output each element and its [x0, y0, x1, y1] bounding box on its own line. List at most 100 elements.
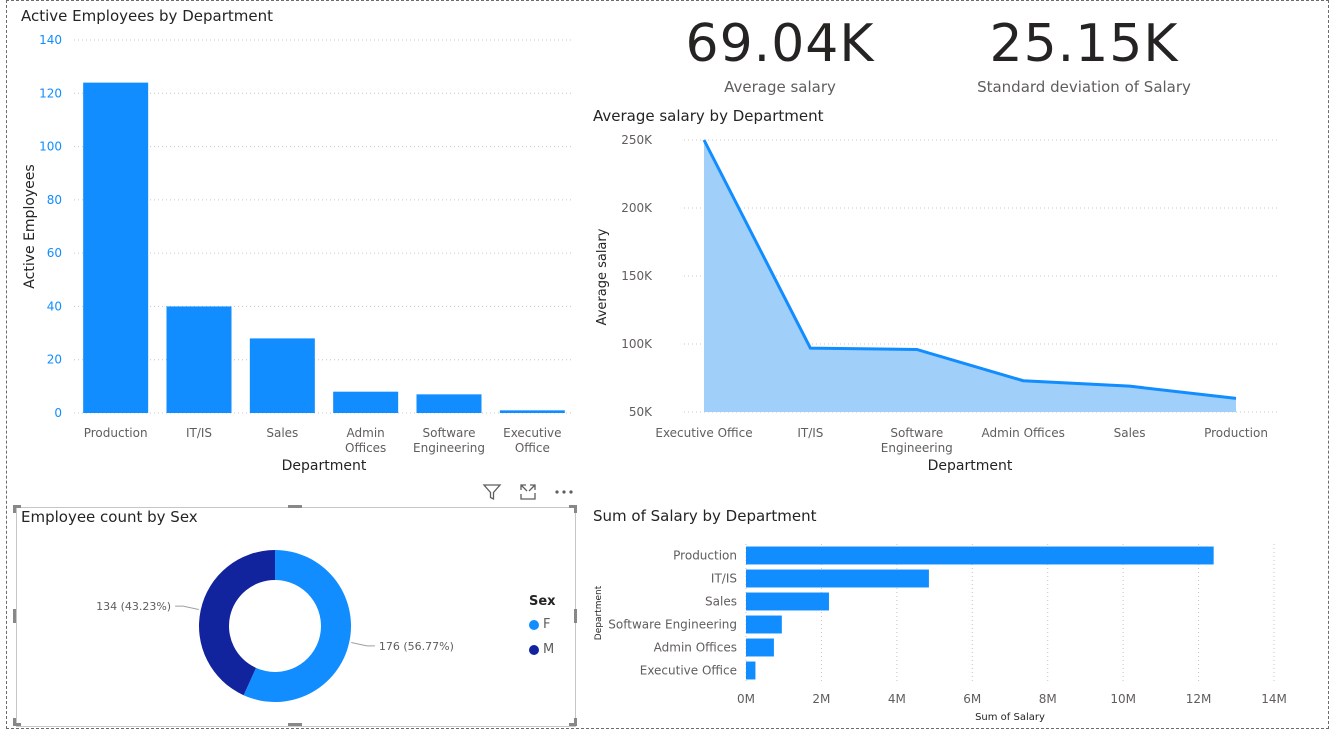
x-tick-label: 4M	[888, 692, 906, 706]
resize-handle-top-left[interactable]	[13, 505, 16, 513]
x-tick-label: Production	[84, 426, 148, 440]
y-tick-label: 80	[47, 193, 62, 207]
legend-dot	[529, 644, 539, 655]
y-tick-label: 250K	[621, 133, 653, 147]
report-canvas	[6, 0, 1329, 729]
bar	[746, 569, 929, 588]
average-salary-visual[interactable]: Average salary by Department 50K 100K 150K…	[586, 102, 1286, 480]
x-tick-label: Sales	[266, 426, 298, 440]
x-axis-title: Sum of Salary	[975, 712, 1045, 723]
y-tick-label: 100	[39, 140, 62, 154]
resize-handle-bottom-right[interactable]	[569, 723, 577, 726]
x-tick-label: 2M	[812, 692, 830, 706]
active-employees-visual[interactable]: Active Employees by Department 0 20 40 60 80…	[14, 2, 584, 482]
kpi-card-std-salary[interactable]: 25.15K Standard deviation of Salary	[969, 14, 1199, 96]
x-tick-label: Executive Office	[655, 426, 752, 440]
x-axis-title: Department	[282, 458, 367, 474]
y-tick-label: 20	[47, 353, 62, 367]
x-tick-label: Executive Office	[503, 426, 561, 455]
y-tick-label: Executive Office	[640, 664, 737, 678]
card-label: Standard deviation of Salary	[977, 78, 1191, 96]
focus-mode-icon[interactable]	[516, 482, 540, 502]
series-line	[702, 139, 1237, 400]
y-tick-label: 40	[47, 299, 62, 313]
x-tick-label: 0M	[737, 692, 755, 706]
resize-handle-bottom-right[interactable]	[574, 718, 577, 726]
y-tick-label: 50K	[629, 405, 653, 419]
chart-title: Active Employees by Department	[21, 7, 273, 25]
bar	[746, 661, 756, 680]
sum-salary-visual[interactable]: Sum of Salary by Department 0M 2M 4M 6M 8M 10…	[586, 502, 1296, 728]
kpi-card-average-salary[interactable]: 69.04K Average salary	[680, 14, 880, 96]
average-salary-chart: 50K 100K 150K 200K 250K Executive Office IT/IS…	[595, 133, 1278, 474]
y-tick-label: Admin Offices	[654, 641, 737, 655]
donut-slice-m	[199, 550, 275, 696]
bar	[746, 615, 782, 634]
x-tick-label: 10M	[1110, 692, 1136, 706]
bar	[499, 410, 565, 413]
more-options-icon[interactable]	[552, 482, 576, 502]
resize-handle-left[interactable]	[13, 609, 16, 623]
x-tick-label: Production	[1204, 426, 1268, 440]
bar	[83, 82, 149, 413]
employee-sex-donut-chart: 176 (56.77%) 134 (43.23%)	[96, 550, 454, 702]
legend-title: Sex	[529, 594, 556, 609]
card-label: Average salary	[724, 78, 836, 96]
y-tick-label: 60	[47, 246, 62, 260]
chart-title: Sum of Salary by Department	[593, 507, 817, 525]
y-tick-label: 0	[54, 406, 62, 420]
x-axis-title: Department	[928, 458, 1013, 474]
y-tick-label: 140	[39, 33, 62, 47]
active-employees-chart: 0 20 40 60 80 100 120 140 Production IT/IS Sales Ad…	[22, 33, 574, 474]
x-tick-label: Sales	[1114, 426, 1146, 440]
resize-handle-top[interactable]	[288, 505, 302, 508]
x-tick-label: IT/IS	[186, 426, 212, 440]
y-tick-label: 200K	[621, 201, 653, 215]
x-tick-label: 8M	[1039, 692, 1057, 706]
bar	[166, 306, 232, 413]
sum-salary-chart: 0M 2M 4M 6M 8M 10M 12M 14M Production IT/IS Sales S…	[594, 544, 1287, 723]
resize-handle-bottom[interactable]	[288, 723, 302, 726]
x-tick-label: Software Engineering	[881, 426, 953, 455]
x-tick-label: Admin Offices	[345, 426, 386, 455]
y-axis-title: Department	[594, 585, 604, 640]
x-tick-label: 14M	[1261, 692, 1287, 706]
x-tick-label: Admin Offices	[982, 426, 1065, 440]
legend-item-m[interactable]: M	[529, 642, 556, 657]
y-tick-label: Software Engineering	[608, 618, 737, 632]
y-tick-label: 100K	[621, 337, 653, 351]
resize-handle-top-right[interactable]	[574, 505, 577, 513]
resize-handle-bottom-left[interactable]	[13, 723, 21, 726]
chart-title: Employee count by Sex	[21, 508, 198, 526]
donut-slice-f	[243, 550, 352, 702]
card-value: 69.04K	[685, 14, 875, 74]
legend-label: M	[543, 642, 555, 657]
y-tick-label: Production	[673, 549, 737, 563]
y-tick-label: Sales	[705, 595, 737, 609]
bar	[746, 546, 1214, 565]
resize-handle-top-right[interactable]	[569, 505, 577, 508]
x-tick-label: Software Engineering	[413, 426, 485, 455]
y-tick-label: 120	[39, 86, 62, 100]
filter-icon[interactable]	[480, 482, 504, 502]
resize-handle-top-left[interactable]	[13, 505, 21, 508]
chart-title: Average salary by Department	[593, 107, 824, 125]
y-axis-title: Active Employees	[22, 164, 38, 288]
data-label: 134 (43.23%)	[96, 600, 171, 613]
x-tick-label: IT/IS	[797, 426, 823, 440]
bar	[416, 394, 482, 413]
bar	[333, 391, 399, 413]
x-tick-label: 6M	[963, 692, 981, 706]
leader-line	[351, 641, 375, 647]
legend-label: F	[543, 617, 551, 632]
data-label: 176 (56.77%)	[379, 640, 454, 653]
y-tick-label: 150K	[621, 269, 653, 283]
visual-header	[480, 482, 576, 502]
y-axis-title: Average salary	[595, 228, 610, 325]
legend: Sex F M	[529, 594, 556, 667]
leader-line	[175, 605, 199, 611]
resize-handle-bottom-left[interactable]	[13, 718, 16, 726]
legend-item-f[interactable]: F	[529, 617, 556, 632]
resize-handle-right[interactable]	[574, 609, 577, 623]
employee-sex-visual[interactable]: Employee count by Sex 176 (56.77%) 134 (4…	[16, 507, 576, 727]
